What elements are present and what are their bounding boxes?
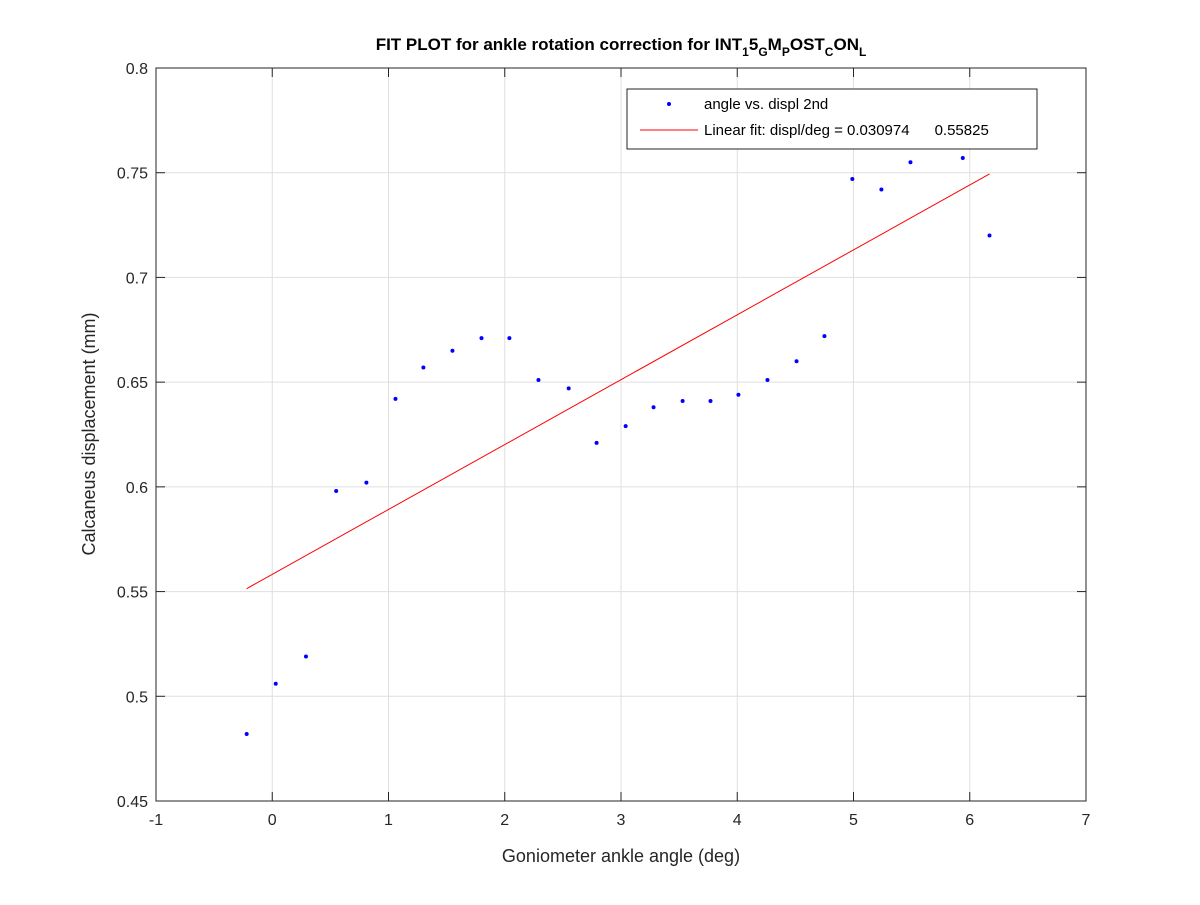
- data-point: [303, 654, 308, 659]
- data-point: [479, 336, 484, 341]
- chart-title: FIT PLOT for ankle rotation correction f…: [376, 35, 867, 59]
- legend-entry-points: angle vs. displ 2nd: [704, 96, 828, 113]
- data-point: [908, 160, 913, 165]
- data-point: [450, 348, 455, 353]
- legend: angle vs. displ 2nd Linear fit: displ/de…: [626, 88, 1038, 150]
- y-tick-label: 0.45: [117, 794, 148, 811]
- data-point: [566, 386, 571, 391]
- x-tick-label: 1: [384, 812, 393, 829]
- title-segment: FIT PLOT for ankle rotation correction f…: [376, 35, 743, 54]
- fit-line: [246, 173, 990, 590]
- x-tick-label: 6: [965, 812, 974, 829]
- data-point: [334, 489, 339, 494]
- data-point: [507, 336, 512, 341]
- y-tick-label: 0.5: [126, 689, 148, 706]
- legend-entry-fit: Linear fit: displ/deg = 0.030974 0.55825: [704, 122, 989, 139]
- title-subscript: 1: [742, 45, 749, 59]
- data-point: [364, 480, 369, 485]
- title-subscript: G: [758, 45, 767, 59]
- x-tick-label: 2: [500, 812, 509, 829]
- x-tick-label: 3: [617, 812, 626, 829]
- data-point: [708, 398, 713, 403]
- title-segment: OST: [790, 35, 826, 54]
- data-point: [536, 378, 541, 383]
- x-tick-label: 0: [268, 812, 277, 829]
- title-subscript: L: [859, 45, 866, 59]
- data-point: [879, 187, 884, 192]
- y-tick-label: 0.75: [117, 166, 148, 183]
- legend-marker-points: [667, 102, 671, 106]
- title-subscript: P: [782, 45, 790, 59]
- title-segment: M: [768, 35, 782, 54]
- y-tick-label: 0.8: [126, 61, 148, 78]
- y-tick-label: 0.7: [126, 270, 148, 287]
- y-tick-label: 0.65: [117, 375, 148, 392]
- data-point: [651, 405, 656, 410]
- data-point: [822, 334, 827, 339]
- data-point: [850, 176, 855, 181]
- legend-box: [626, 88, 1038, 150]
- data-point: [736, 392, 741, 397]
- title-subscript: C: [825, 45, 834, 59]
- y-tick-label: 0.6: [126, 480, 148, 497]
- data-point: [960, 156, 965, 161]
- data-point: [680, 398, 685, 403]
- x-tick-label: 5: [849, 812, 858, 829]
- data-point: [623, 424, 628, 429]
- data-point: [794, 359, 799, 364]
- x-tick-label: 7: [1082, 812, 1091, 829]
- data-point: [594, 440, 599, 445]
- data-point: [765, 378, 770, 383]
- data-point: [987, 233, 992, 238]
- x-tick-label: 4: [733, 812, 742, 829]
- ticks: -1 0 1 2 3 4 5 6 7 0.45 0.5 0.55 0.6 0.65 0.7 0.75 0.8: [117, 61, 1091, 829]
- data-point: [273, 681, 278, 686]
- title-segment: ON: [833, 35, 859, 54]
- data-point: [244, 731, 249, 736]
- x-tick-label: -1: [149, 812, 163, 829]
- chart-marks: [244, 156, 992, 736]
- data-point: [421, 365, 426, 370]
- x-axis-label: Goniometer ankle angle (deg): [502, 846, 740, 866]
- title-segment: 5: [749, 35, 758, 54]
- y-axis-label: Calcaneus displacement (mm): [79, 312, 99, 555]
- data-point: [393, 396, 398, 401]
- y-tick-label: 0.55: [117, 585, 148, 602]
